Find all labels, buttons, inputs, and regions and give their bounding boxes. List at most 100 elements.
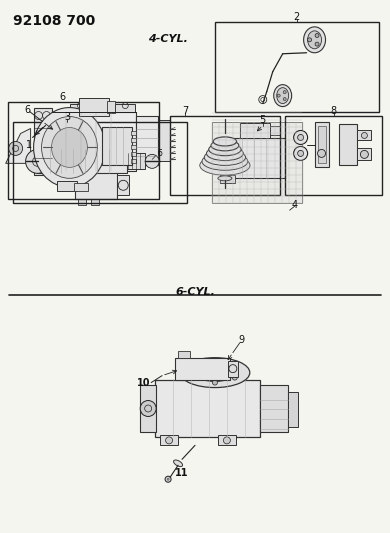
Circle shape: [193, 375, 198, 380]
Circle shape: [315, 42, 319, 46]
Circle shape: [317, 149, 326, 157]
Bar: [34, 108, 51, 175]
Bar: [127, 154, 145, 169]
Circle shape: [9, 141, 23, 156]
Ellipse shape: [34, 108, 105, 187]
Text: 7: 7: [182, 106, 188, 116]
Ellipse shape: [200, 156, 250, 175]
Circle shape: [140, 400, 156, 416]
Circle shape: [298, 150, 303, 156]
Bar: [136, 116, 158, 165]
Circle shape: [360, 150, 369, 158]
Circle shape: [145, 155, 159, 168]
Circle shape: [283, 98, 286, 101]
Ellipse shape: [174, 460, 183, 466]
Text: 2: 2: [294, 12, 300, 22]
Bar: [212, 122, 301, 203]
Ellipse shape: [204, 149, 246, 165]
Text: 5: 5: [260, 115, 266, 125]
Bar: [240, 123, 270, 139]
Ellipse shape: [213, 137, 237, 146]
Bar: [175, 358, 230, 379]
Bar: [57, 181, 78, 191]
Bar: [357, 148, 371, 160]
Bar: [288, 392, 298, 427]
Bar: [115, 103, 135, 111]
Ellipse shape: [202, 152, 248, 170]
Bar: [131, 132, 136, 135]
Text: 6: 6: [158, 149, 163, 158]
Bar: [155, 379, 260, 438]
Polygon shape: [6, 128, 30, 164]
Bar: [80, 98, 109, 116]
Ellipse shape: [211, 140, 239, 151]
Bar: [12, 122, 187, 203]
Circle shape: [298, 134, 303, 141]
Circle shape: [283, 91, 286, 94]
Bar: [51, 111, 136, 171]
Bar: [37, 149, 127, 173]
Bar: [215, 22, 379, 111]
Ellipse shape: [165, 477, 171, 482]
Circle shape: [315, 34, 319, 37]
Circle shape: [213, 380, 217, 385]
Bar: [317, 125, 326, 164]
Bar: [131, 146, 136, 149]
Bar: [131, 152, 136, 156]
Bar: [315, 122, 328, 167]
Bar: [131, 159, 136, 164]
Bar: [260, 385, 288, 432]
Bar: [160, 435, 178, 446]
Ellipse shape: [204, 368, 226, 377]
Bar: [285, 116, 382, 195]
Ellipse shape: [274, 85, 292, 107]
Text: 6: 6: [59, 92, 66, 102]
Ellipse shape: [207, 146, 243, 160]
Text: 10: 10: [136, 377, 150, 387]
Text: 92108 700: 92108 700: [12, 14, 95, 28]
Text: 8: 8: [330, 106, 337, 116]
Bar: [117, 175, 129, 195]
Ellipse shape: [218, 176, 232, 181]
Bar: [75, 171, 117, 199]
Text: 9: 9: [239, 335, 245, 345]
Ellipse shape: [303, 27, 326, 53]
Bar: [74, 183, 89, 191]
Circle shape: [232, 375, 237, 380]
Text: 4-CYL.: 4-CYL.: [148, 34, 188, 44]
Bar: [357, 131, 371, 141]
Text: 3: 3: [64, 111, 71, 122]
Bar: [228, 361, 238, 377]
Bar: [339, 124, 357, 165]
Ellipse shape: [51, 127, 87, 167]
Bar: [107, 101, 115, 112]
Circle shape: [308, 38, 312, 42]
Bar: [91, 199, 99, 205]
Bar: [158, 119, 170, 161]
Circle shape: [232, 365, 237, 370]
Text: 4: 4: [292, 200, 298, 210]
Ellipse shape: [180, 358, 250, 387]
Text: 1: 1: [25, 141, 32, 150]
Ellipse shape: [308, 31, 321, 49]
Ellipse shape: [277, 87, 289, 103]
Bar: [131, 139, 136, 142]
Circle shape: [213, 360, 217, 365]
Bar: [102, 127, 132, 165]
Ellipse shape: [209, 143, 241, 156]
Text: 6: 6: [25, 104, 31, 115]
Bar: [8, 102, 159, 199]
Bar: [220, 175, 235, 183]
Text: 11: 11: [175, 469, 189, 478]
Circle shape: [294, 131, 308, 144]
Circle shape: [223, 437, 230, 444]
Bar: [218, 435, 236, 446]
Ellipse shape: [167, 478, 169, 480]
Bar: [178, 351, 190, 358]
Text: 6-CYL.: 6-CYL.: [175, 287, 215, 297]
Circle shape: [193, 365, 198, 370]
Bar: [270, 125, 280, 135]
Bar: [78, 199, 87, 205]
Ellipse shape: [42, 117, 98, 179]
Bar: [71, 103, 90, 111]
